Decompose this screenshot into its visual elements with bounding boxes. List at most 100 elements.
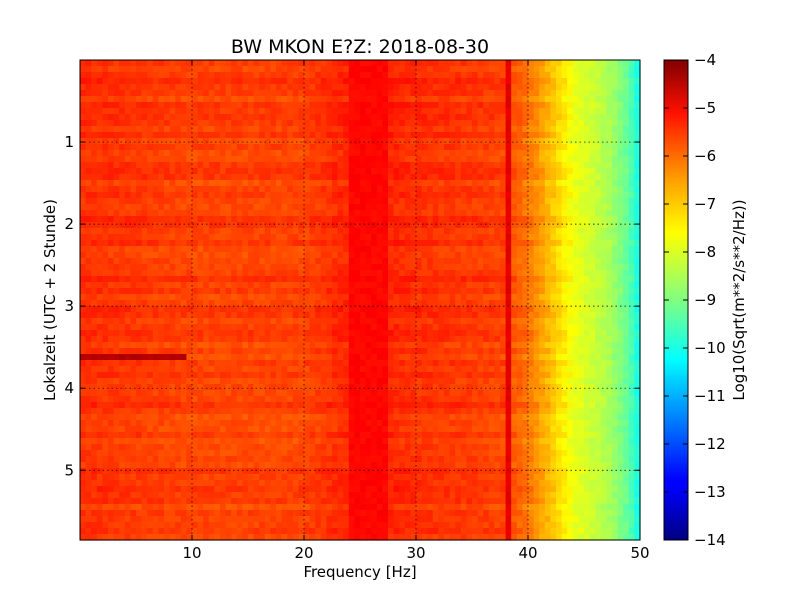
heatmap-cell (578, 108, 585, 115)
heatmap-cell (253, 222, 260, 229)
heatmap-cell (136, 108, 143, 115)
heatmap-cell (556, 258, 563, 265)
heatmap-cell (589, 108, 596, 115)
heatmap-cell (483, 174, 490, 181)
heatmap-cell (365, 348, 372, 355)
heatmap-cell (119, 252, 126, 259)
heatmap-cell (91, 240, 98, 247)
heatmap-cell (421, 102, 428, 109)
heatmap-cell (287, 210, 294, 217)
heatmap-cell (500, 228, 507, 235)
heatmap-cell (539, 144, 546, 151)
heatmap-cell (337, 126, 344, 133)
heatmap-cell (365, 186, 372, 193)
heatmap-cell (371, 228, 378, 235)
heatmap-cell (612, 240, 619, 247)
heatmap-cell (578, 144, 585, 151)
heatmap-cell (572, 192, 579, 199)
heatmap-cell (528, 234, 535, 241)
heatmap-cell (427, 258, 434, 265)
heatmap-cell (264, 102, 271, 109)
heatmap-cell (343, 162, 350, 169)
heatmap-cell (281, 354, 288, 361)
heatmap-cell (612, 84, 619, 91)
heatmap-cell (180, 222, 187, 229)
heatmap-cell (432, 348, 439, 355)
heatmap-cell (276, 288, 283, 295)
heatmap-cell (113, 216, 120, 223)
heatmap-cell (326, 288, 333, 295)
heatmap-cell (516, 342, 523, 349)
heatmap-cell (270, 246, 277, 253)
heatmap-cell (119, 318, 126, 325)
heatmap-cell (561, 102, 568, 109)
heatmap-cell (477, 66, 484, 73)
heatmap-cell (141, 342, 148, 349)
heatmap-cell (432, 156, 439, 163)
heatmap-cell (416, 306, 423, 313)
heatmap-cell (320, 72, 327, 79)
heatmap-cell (421, 198, 428, 205)
heatmap-cell (192, 276, 199, 283)
heatmap-cell (119, 228, 126, 235)
heatmap-cell (332, 180, 339, 187)
heatmap-cell (119, 126, 126, 133)
heatmap-cell (192, 96, 199, 103)
heatmap-cell (584, 216, 591, 223)
heatmap-cell (432, 246, 439, 253)
heatmap-cell (242, 72, 249, 79)
heatmap-cell (136, 216, 143, 223)
heatmap-cell (124, 294, 131, 301)
heatmap-cell (354, 300, 361, 307)
heatmap-cell (634, 246, 641, 253)
heatmap-cell (119, 144, 126, 151)
heatmap-cell (108, 138, 115, 145)
heatmap-cell (158, 264, 165, 271)
heatmap-cell (600, 144, 607, 151)
heatmap-cell (276, 60, 283, 67)
heatmap-cell (113, 342, 120, 349)
heatmap-cell (214, 252, 221, 259)
heatmap-cell (561, 330, 568, 337)
heatmap-cell (522, 288, 529, 295)
heatmap-cell (220, 72, 227, 79)
heatmap-cell (494, 282, 501, 289)
heatmap-cell (102, 348, 109, 355)
heatmap-cell (136, 78, 143, 85)
heatmap-cell (472, 204, 479, 211)
heatmap-cell (388, 84, 395, 91)
heatmap-cell (634, 132, 641, 139)
heatmap-cell (91, 216, 98, 223)
heatmap-cell (483, 222, 490, 229)
heatmap-cell (511, 216, 518, 223)
heatmap-cell (186, 180, 193, 187)
heatmap-cell (494, 246, 501, 253)
heatmap-cell (528, 66, 535, 73)
heatmap-cell (561, 78, 568, 85)
heatmap-cell (572, 306, 579, 313)
heatmap-cell (130, 282, 137, 289)
heatmap-cell (371, 252, 378, 259)
heatmap-cell (578, 192, 585, 199)
heatmap-cell (192, 144, 199, 151)
heatmap-cell (483, 336, 490, 343)
heatmap-cell (91, 222, 98, 229)
heatmap-cell (567, 84, 574, 91)
heatmap-cell (287, 330, 294, 337)
heatmap-cell (533, 180, 540, 187)
heatmap-cell (225, 204, 232, 211)
heatmap-cell (242, 282, 249, 289)
heatmap-cell (567, 354, 574, 361)
heatmap-cell (309, 252, 316, 259)
heatmap-cell (242, 246, 249, 253)
heatmap-cell (309, 66, 316, 73)
heatmap-cell (248, 114, 255, 121)
heatmap-cell (623, 228, 630, 235)
heatmap-cell (259, 72, 266, 79)
heatmap-cell (488, 300, 495, 307)
heatmap-cell (388, 180, 395, 187)
heatmap-cell (276, 174, 283, 181)
heatmap-cell (242, 96, 249, 103)
heatmap-cell (320, 174, 327, 181)
heatmap-cell (180, 78, 187, 85)
